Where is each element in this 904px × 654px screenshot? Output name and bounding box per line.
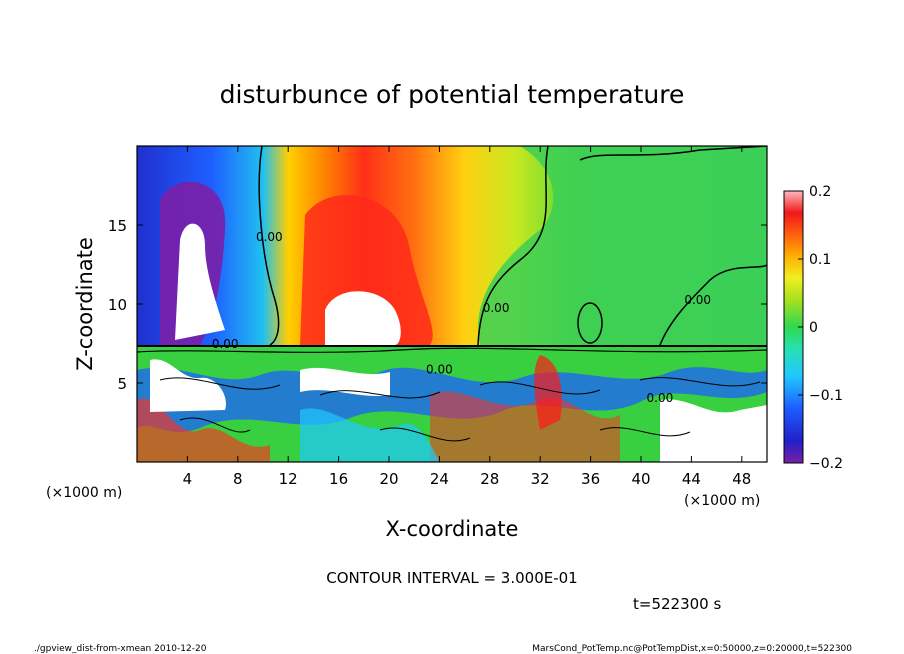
x-tick-label: 8 <box>233 470 243 488</box>
x-tick-label: 36 <box>581 470 600 488</box>
y-axis-label: Z-coordinate <box>73 237 97 371</box>
x-tick-label: 40 <box>631 470 650 488</box>
contour-label: 0.00 <box>684 293 711 307</box>
x-tick-label: 44 <box>682 470 701 488</box>
colorbar-tick-label: 0 <box>809 320 818 336</box>
heatmap-field <box>137 146 767 462</box>
x-tick-label: 12 <box>279 470 298 488</box>
contour-label: 0.00 <box>212 337 239 351</box>
x-tick-label: 16 <box>329 470 348 488</box>
x-tick-label: 4 <box>183 470 193 488</box>
x-tick-label: 24 <box>430 470 449 488</box>
contour-interval-label: CONTOUR INTERVAL = 3.000E-01 <box>326 569 577 587</box>
x-tick-label: 28 <box>480 470 499 488</box>
contour-label: 0.00 <box>426 363 453 377</box>
time-label: t=522300 s <box>633 595 721 613</box>
x-tick-label: 48 <box>732 470 751 488</box>
footer-left: ./gpview_dist-from-xmean 2010-12-20 <box>34 644 207 654</box>
colorbar-tick-label: 0.2 <box>809 184 831 200</box>
colorbar-tick-label: 0.1 <box>809 252 831 268</box>
x-tick-label: 20 <box>379 470 398 488</box>
x-unit-left: (×1000 m) <box>46 485 122 501</box>
colorbar-tick-label: −0.1 <box>809 388 843 404</box>
x-unit-right: (×1000 m) <box>684 493 760 509</box>
y-tick-label: 15 <box>108 217 127 235</box>
contour-label: 0.00 <box>256 230 283 244</box>
y-tick-label: 10 <box>108 296 127 314</box>
contour-label: 0.00 <box>647 391 674 405</box>
y-tick-label: 5 <box>117 375 127 393</box>
colorbar-tick-label: −0.2 <box>809 456 843 472</box>
chart-title: disturbunce of potential temperature <box>220 80 685 109</box>
x-tick-label: 32 <box>531 470 550 488</box>
x-axis-label: X-coordinate <box>386 517 519 541</box>
footer-right: MarsCond_PotTemp.nc@PotTempDist,x=0:5000… <box>532 644 852 654</box>
contour-label: 0.00 <box>483 301 510 315</box>
